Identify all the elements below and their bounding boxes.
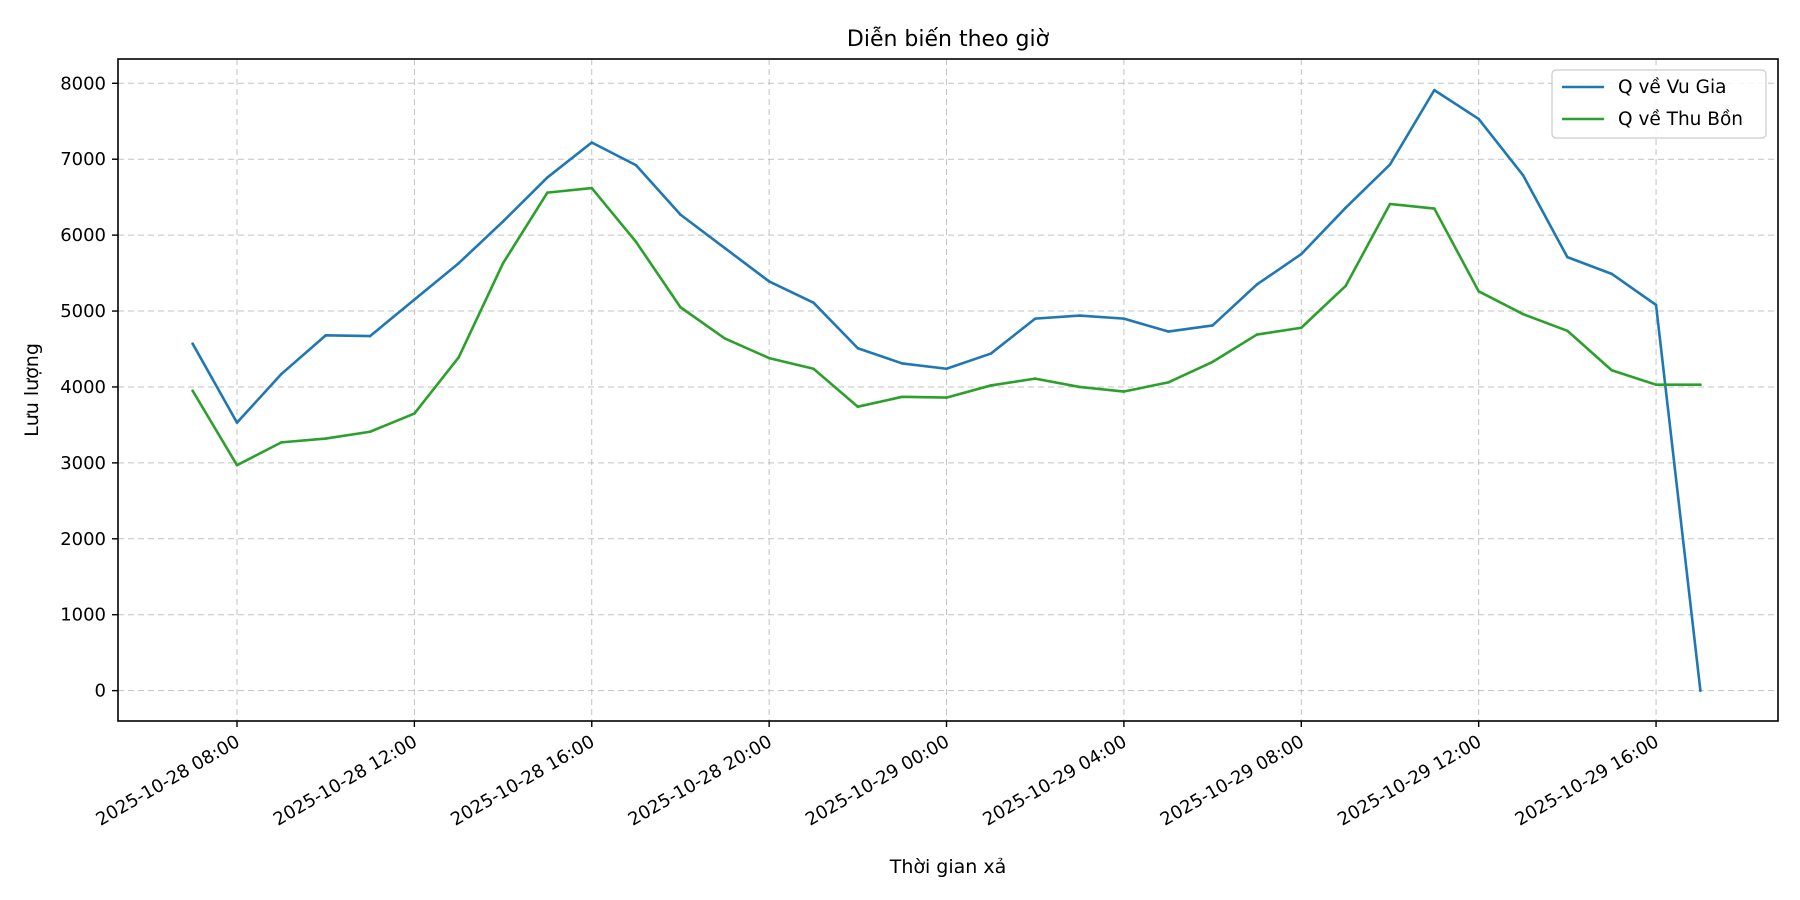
data-point-series-1: [1699, 383, 1702, 386]
data-point-series-0: [413, 298, 416, 301]
legend-label-thu-bon: Q về Thu Bồn: [1618, 109, 1743, 130]
data-point-series-1: [900, 395, 904, 399]
data-point-series-0: [1521, 173, 1525, 177]
data-point-series-1: [546, 191, 549, 194]
data-point-series-1: [1433, 207, 1436, 210]
y-axis-label: Lưu lượng: [21, 343, 43, 437]
data-point-series-0: [1166, 330, 1170, 333]
y-tick-label: 3000: [60, 453, 106, 474]
data-point-series-0: [679, 213, 682, 216]
data-point-series-1: [1033, 377, 1037, 380]
data-point-series-0: [1078, 314, 1081, 317]
data-point-series-0: [501, 220, 505, 223]
data-point-series-0: [1699, 689, 1702, 692]
data-point-series-1: [1078, 385, 1081, 389]
y-tick-label: 7000: [60, 149, 106, 170]
data-point-series-0: [1299, 252, 1303, 256]
data-point-series-1: [590, 186, 594, 190]
data-point-series-0: [1033, 317, 1037, 320]
y-tick-label: 5000: [60, 301, 106, 322]
plot-frame: [117, 58, 1779, 722]
data-point-series-0: [856, 346, 860, 350]
data-point-series-0: [1122, 317, 1126, 320]
data-point-series-1: [1477, 290, 1480, 293]
data-point-series-1: [368, 430, 372, 434]
data-point-series-0: [723, 246, 727, 250]
y-tick-label: 4000: [60, 377, 106, 398]
data-point-series-1: [1521, 312, 1525, 316]
data-point-series-1: [856, 405, 860, 409]
data-point-series-1: [812, 367, 815, 371]
data-point-series-1: [1344, 284, 1347, 288]
y-axis-ticks: 0 1000 2000 3000 4000 5000 6000 7000 8000: [60, 73, 118, 702]
data-point-series-0: [1566, 255, 1569, 259]
data-point-series-0: [1211, 324, 1214, 327]
y-tick-label: 0: [95, 681, 106, 702]
y-tick-label: 8000: [60, 73, 106, 94]
data-point-series-1: [1566, 329, 1569, 333]
data-point-series-1: [324, 437, 327, 440]
data-point-series-1: [457, 356, 461, 359]
data-point-series-1: [1166, 381, 1170, 384]
data-point-series-0: [1477, 117, 1480, 121]
data-point-series-0: [812, 301, 815, 304]
data-point-series-1: [1299, 326, 1303, 330]
data-point-series-1: [679, 305, 682, 309]
data-point-series-0: [324, 334, 327, 337]
data-point-series-0: [1388, 163, 1392, 166]
legend: Q về Vu Gia Q về Thu Bồn: [1551, 69, 1767, 139]
data-point-series-0: [945, 367, 948, 371]
data-point-series-0: [1344, 206, 1347, 210]
data-point-series-1: [945, 396, 948, 399]
data-point-series-0: [989, 352, 993, 355]
legend-label-vu-gia: Q về Vu Gia: [1618, 77, 1726, 98]
data-point-series-0: [191, 342, 194, 345]
data-point-series-0: [634, 163, 638, 167]
data-point-series-1: [634, 240, 638, 244]
data-point-series-0: [1654, 303, 1658, 307]
data-point-series-1: [1610, 368, 1613, 372]
data-point-series-0: [1255, 283, 1259, 286]
data-point-series-1: [191, 389, 194, 393]
data-point-series-1: [1211, 360, 1214, 364]
y-tick-label: 1000: [60, 605, 106, 626]
data-point-series-0: [590, 141, 594, 144]
data-point-series-0: [1610, 272, 1613, 276]
y-tick-label: 6000: [60, 225, 106, 246]
data-point-series-0: [457, 261, 461, 265]
data-point-series-1: [235, 463, 239, 467]
data-point-series-1: [1122, 390, 1126, 393]
data-point-series-1: [1654, 383, 1658, 386]
y-tick-label: 2000: [60, 529, 106, 550]
data-point-series-0: [368, 334, 372, 338]
grid: [118, 59, 1778, 721]
data-point-series-1: [767, 356, 771, 360]
data-point-series-1: [1388, 202, 1392, 206]
data-point-series-0: [1433, 88, 1436, 92]
data-point-series-0: [900, 362, 904, 365]
data-point-series-0: [235, 421, 239, 424]
data-point-series-0: [546, 176, 549, 179]
data-point-series-1: [280, 441, 283, 444]
series-lines: [191, 88, 1702, 692]
data-point-series-1: [1255, 333, 1259, 336]
data-point-series-1: [501, 261, 505, 265]
data-point-series-1: [989, 384, 993, 387]
chart-title: Diễn biến theo giờ: [847, 26, 1050, 52]
legend-box: [1551, 69, 1767, 139]
data-point-series-1: [723, 337, 727, 340]
data-point-series-1: [413, 412, 416, 415]
x-axis-label: Thời gian xả: [889, 856, 1007, 878]
data-point-series-0: [767, 280, 771, 283]
data-point-series-0: [280, 372, 283, 376]
